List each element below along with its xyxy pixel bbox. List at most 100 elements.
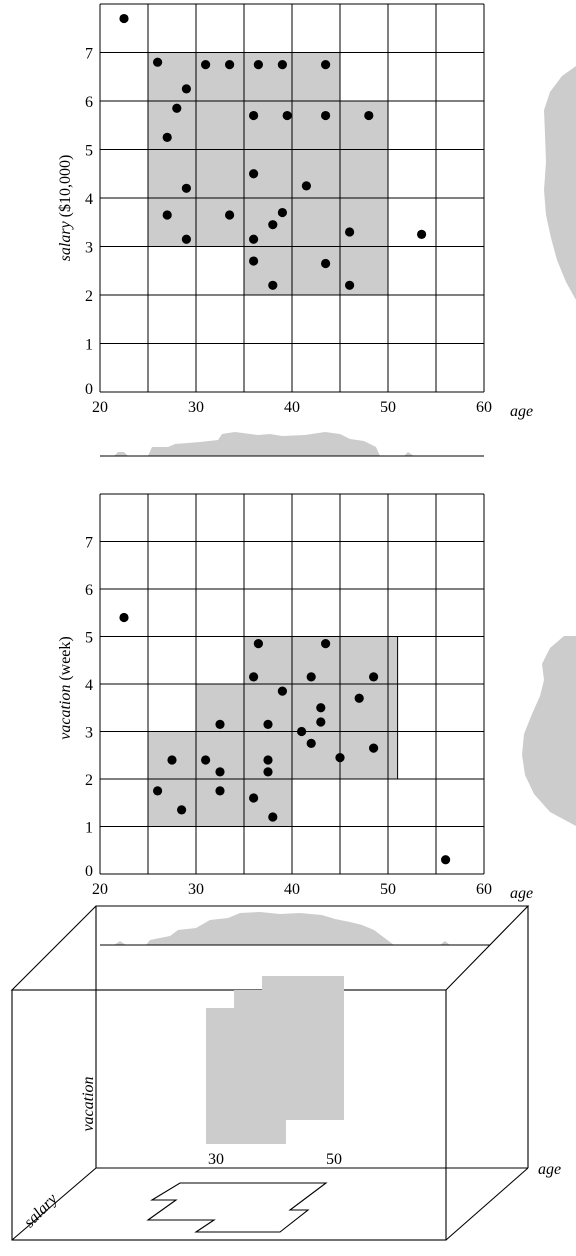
salary-age-point (254, 60, 263, 69)
salary-age-point (153, 58, 162, 67)
vacation-age-y-tick-label: 7 (85, 535, 93, 552)
salary-age-y-tick-label: 6 (85, 94, 93, 111)
salary-age-point (225, 210, 234, 219)
salary-age-y-tick-label: 3 (85, 240, 93, 257)
vacation-age-y-tick-label: 6 (85, 582, 93, 599)
salary-age-chart: 20 30 40 50 60 0 1 2 3 4 5 6 7 age salary ($10,000) (57, 4, 576, 456)
vacation-age-y-label: vacation (week) (57, 636, 74, 740)
salary-age-point (302, 181, 311, 190)
box-vacation-region-1 (206, 1008, 236, 1144)
vacation-age-point (316, 703, 325, 712)
salary-age-point (225, 60, 234, 69)
vacation-age-y-tick-label: 1 (85, 820, 93, 837)
vacation-age-point (278, 687, 287, 696)
vacation-age-age-projection-blob (114, 912, 450, 945)
salary-age-point (163, 133, 172, 142)
box-salary-label: salary (21, 1190, 62, 1231)
vacation-age-point (215, 720, 224, 729)
vacation-age-point (119, 613, 128, 622)
salary-age-point (321, 259, 330, 268)
vacation-age-point (316, 717, 325, 726)
vacation-age-point (263, 720, 272, 729)
salary-age-point (249, 111, 258, 120)
salary-age-point (345, 281, 354, 290)
vacation-age-point (167, 755, 176, 764)
vacation-age-point (369, 672, 378, 681)
vacation-age-point (307, 739, 316, 748)
vacation-age-point (215, 767, 224, 776)
salary-age-y-tick-label: 7 (85, 46, 93, 63)
vacation-age-y-tick-label: 0 (85, 863, 93, 880)
salary-age-x-tick-label: 50 (380, 399, 396, 416)
salary-age-y-tick-label: 1 (85, 337, 93, 354)
salary-age-point (345, 227, 354, 236)
salary-age-x-tick-label: 60 (476, 399, 492, 416)
box-vacation-label: vacation (80, 1076, 97, 1131)
vacation-age-y-tick-label: 3 (85, 725, 93, 742)
salary-age-x-label: age (510, 403, 533, 420)
salary-age-y-tick-label: 0 (85, 381, 93, 398)
vacation-age-point (355, 694, 364, 703)
box-vacation-region-3 (262, 976, 344, 1120)
salary-age-y-label: salary ($10,000) (57, 155, 74, 262)
salary-age-point (201, 60, 210, 69)
salary-age-point (249, 256, 258, 265)
vacation-age-vacation-projection-blob (522, 636, 576, 826)
salary-age-point (163, 210, 172, 219)
salary-age-point (182, 235, 191, 244)
box-age-label: age (538, 1161, 561, 1178)
box-tick-30: 30 (208, 1151, 224, 1168)
salary-age-age-projection-blob (114, 432, 414, 456)
vacation-age-point (307, 672, 316, 681)
salary-age-point (182, 84, 191, 93)
box-salary-region (148, 1183, 326, 1232)
vacation-age-point (254, 639, 263, 648)
vacation-age-point (263, 755, 272, 764)
vacation-age-point (249, 793, 258, 802)
salary-age-point (364, 111, 373, 120)
salary-age-point (417, 230, 426, 239)
salary-age-x-tick-label: 30 (188, 399, 204, 416)
salary-age-point (268, 220, 277, 229)
salary-age-x-tick-label: 40 (284, 399, 300, 416)
salary-age-y-tick-label: 5 (85, 143, 93, 160)
vacation-age-point (268, 812, 277, 821)
vacation-age-point (153, 786, 162, 795)
three-dimensional-box: vacation salary age 30 50 (12, 906, 561, 1240)
vacation-age-point (177, 805, 186, 814)
vacation-age-point (201, 755, 210, 764)
vacation-age-x-label: age (510, 885, 533, 902)
vacation-age-x-tick-label: 40 (284, 881, 300, 898)
salary-age-point (278, 208, 287, 217)
salary-age-point (249, 169, 258, 178)
salary-age-point (268, 281, 277, 290)
salary-age-y-tick-label: 4 (85, 191, 93, 208)
box-bottom-right-edge (446, 1168, 528, 1240)
vacation-age-point (321, 639, 330, 648)
vacation-age-point (335, 753, 344, 762)
vacation-age-y-tick-label: 2 (85, 772, 93, 789)
vacation-age-point (263, 767, 272, 776)
salary-age-point (172, 104, 181, 113)
vacation-age-y-tick-label: 4 (85, 677, 93, 694)
salary-age-point (278, 60, 287, 69)
vacation-age-point (215, 786, 224, 795)
box-tick-50: 50 (326, 1151, 342, 1168)
vacation-age-x-tick-label: 50 (380, 881, 396, 898)
vacation-age-point (297, 727, 306, 736)
vacation-age-point (369, 744, 378, 753)
vacation-age-x-tick-label: 30 (188, 881, 204, 898)
salary-age-point (119, 14, 128, 23)
salary-age-y-tick-label: 2 (85, 288, 93, 305)
salary-age-point (249, 235, 258, 244)
vacation-age-x-tick-label: 20 (92, 881, 108, 898)
vacation-age-point (441, 855, 450, 864)
vacation-age-point (249, 672, 258, 681)
salary-age-point (283, 111, 292, 120)
salary-age-point (321, 111, 330, 120)
vacation-age-chart: 20 30 40 50 60 0 1 2 3 4 5 6 7 age vacation (week) (57, 494, 576, 945)
salary-age-point (321, 60, 330, 69)
vacation-age-x-tick-label: 60 (476, 881, 492, 898)
vacation-age-y-tick-label: 5 (85, 630, 93, 647)
